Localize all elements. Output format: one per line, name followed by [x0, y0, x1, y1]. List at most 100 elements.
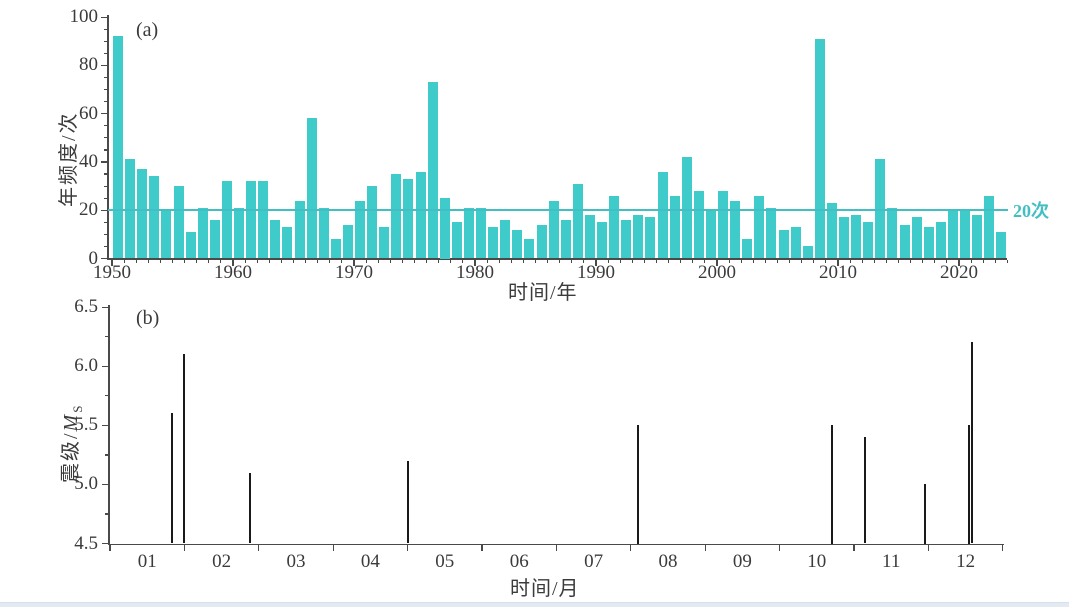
stem-event-5: [637, 425, 640, 544]
page-edge-strip: [0, 602, 1069, 607]
panel-a-x-major-tick: [958, 259, 960, 266]
stem-event-4: [406, 460, 409, 544]
panel-a-x-minor-tick: [280, 259, 282, 263]
bar-1992: [621, 219, 632, 259]
panel-b-x-tick: [183, 545, 185, 551]
panel-a-x-minor-tick: [910, 259, 912, 263]
stem-event-2: [182, 354, 185, 544]
panel-a-x-minor-tick: [982, 259, 984, 263]
panel-a-y-minor-tick: [103, 185, 107, 187]
bar-1997: [681, 157, 692, 259]
panel-a-x-minor-tick: [510, 259, 512, 263]
panel-a-y-minor-tick: [103, 197, 107, 199]
panel-a-x-minor-tick: [159, 259, 161, 263]
panel-a-x-major-tick: [716, 259, 718, 266]
panel-a-x-minor-tick: [922, 259, 924, 263]
panel-a-x-minor-tick: [486, 259, 488, 263]
bar-2016: [911, 217, 922, 259]
bar-1984: [524, 239, 535, 259]
bar-1981: [488, 227, 499, 259]
bar-1993: [633, 215, 644, 259]
bar-1970: [355, 200, 366, 259]
stem-event-3: [248, 472, 251, 544]
panel-a-x-minor-tick: [873, 259, 875, 263]
panel-a-x-minor-tick: [256, 259, 258, 263]
stem-event-6: [830, 425, 833, 544]
panel-b-y-tick-label: 5.0: [74, 473, 98, 495]
panel-a-x-minor-tick: [135, 259, 137, 263]
bar-1987: [560, 219, 571, 259]
bar-1999: [705, 210, 716, 259]
panel-a-y-tick-label: 0: [88, 247, 99, 269]
bar-1995: [657, 171, 668, 259]
panel-a-x-minor-tick: [849, 259, 851, 263]
panel-a-x-major-tick: [232, 259, 234, 266]
bar-1977: [439, 198, 450, 259]
panel-a-x-minor-tick: [946, 259, 948, 263]
bar-2010: [839, 217, 850, 259]
panel-a-x-minor-tick: [583, 259, 585, 263]
panel-a-y-minor-tick: [103, 101, 107, 103]
panel-a-x-major-tick: [837, 259, 839, 266]
panel-a-x-minor-tick: [752, 259, 754, 263]
panel-a-x-minor-tick: [643, 259, 645, 263]
panel-b-y-tick-label: 6.5: [74, 296, 98, 317]
panel-a-y-minor-tick: [103, 233, 107, 236]
panel-b-y-axis: [108, 305, 110, 545]
panel-a-x-minor-tick: [740, 259, 742, 263]
panel-a-y-minor-tick: [103, 88, 107, 91]
panel-a-x-minor-tick: [704, 259, 706, 263]
panel-a-x-minor-tick: [389, 259, 391, 263]
stem-event-8: [923, 484, 926, 544]
panel-b-x-tick: [630, 545, 632, 551]
bar-1967: [318, 207, 329, 259]
bar-1985: [536, 224, 547, 259]
panel-b-x-tick: [481, 545, 483, 551]
bar-1994: [645, 217, 656, 259]
panel-a-x-minor-tick: [668, 259, 670, 263]
panel-b-month-label: 11: [882, 551, 901, 572]
bar-2005: [778, 229, 789, 259]
panel-a-x-tick-label: 2010: [819, 262, 857, 283]
panel-a-x-minor-tick: [934, 259, 936, 263]
bar-1982: [500, 219, 511, 259]
panel-a-x-minor-tick: [776, 259, 779, 263]
bar-1973: [391, 173, 402, 259]
bar-1986: [548, 200, 559, 259]
bar-2008: [814, 38, 825, 259]
bar-1961: [246, 181, 257, 259]
panel-a-y-minor-tick: [103, 125, 107, 127]
panel-a-x-minor-tick: [147, 259, 149, 263]
panel-b-x-tick: [407, 545, 409, 551]
panel-a-label: (a): [136, 19, 159, 41]
panel-a-x-minor-tick: [1006, 259, 1008, 263]
panel-a-x-minor-tick: [825, 259, 827, 263]
bar-1962: [258, 181, 269, 259]
panel-b-y-tick-label: 4.5: [74, 532, 98, 554]
bar-2006: [790, 227, 801, 259]
bar-1976: [427, 82, 438, 259]
panel-a-y-tick-label: 40: [79, 150, 98, 172]
panel-a-y-minor-tick: [103, 40, 107, 42]
bar-2023: [996, 231, 1007, 259]
panel-a-x-tick-label: 1950: [93, 262, 131, 283]
panel-b-x-tick: [1002, 545, 1004, 551]
panel-b-y-tick-label: 5.5: [74, 414, 98, 436]
panel-a-x-tick-label: 1990: [577, 262, 615, 283]
panel-b-month-label: 10: [807, 551, 827, 572]
panel-a-x-minor-tick: [607, 259, 609, 263]
reference-line-label: 20次: [1013, 201, 1049, 221]
panel-a-y-minor-tick: [103, 245, 107, 248]
bar-2004: [766, 207, 777, 259]
panel-b-x-tick: [927, 545, 929, 551]
panel-b-month-label: 09: [732, 551, 752, 572]
stem-event-10: [971, 342, 974, 544]
bar-1989: [584, 215, 595, 259]
bar-1974: [403, 178, 414, 259]
panel-a-y-minor-tick: [103, 221, 107, 223]
bar-1952: [137, 169, 148, 259]
panel-a-y-tick-label: 80: [79, 54, 98, 76]
bar-2019: [947, 210, 958, 259]
panel-a-x-minor-tick: [438, 259, 440, 263]
reference-line-20: [108, 209, 1008, 211]
